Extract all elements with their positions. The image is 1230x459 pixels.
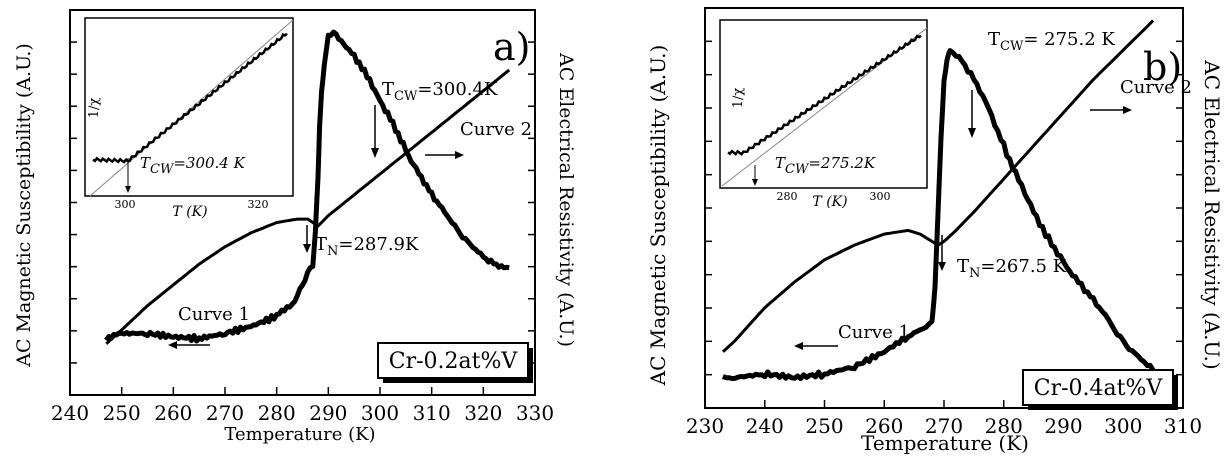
x-tick-label-a-3: 270 <box>206 401 244 425</box>
curve-2-label-a: Curve 2 <box>460 119 532 140</box>
inset-x-tick-a-0: 300 <box>115 198 136 211</box>
inset-frame-a <box>84 17 294 197</box>
inset-x-tick-b-1: 300 <box>870 190 891 203</box>
x-tick-label-a-2: 260 <box>154 401 192 425</box>
curve-2-arrowhead-a <box>455 151 464 159</box>
x-tick-label-a-0: 240 <box>51 401 89 425</box>
x-tick-label-b-1: 240 <box>746 414 784 438</box>
tn-arrowhead-b <box>938 262 946 271</box>
panel-b: 230 240 250 260 270 280 290 300 310 Temperature … <box>646 7 1224 455</box>
x-tick-label-a-7: 310 <box>413 401 451 425</box>
y-ticks-left-b <box>705 40 712 376</box>
x-ticks-b: 230 240 250 260 270 280 290 300 310 <box>686 400 1202 438</box>
x-tick-label-a-9: 330 <box>516 401 554 425</box>
y-axis-label-right-a: AC Electrical Resistivity (A.U.) <box>555 52 577 347</box>
y-ticks-left-a <box>70 41 77 364</box>
y-ticks-right-a <box>528 41 535 364</box>
tcw-arrowhead-a <box>371 148 379 158</box>
panel-label-b: b) <box>1143 45 1182 89</box>
curve-1-line-b <box>721 48 1156 382</box>
x-tick-label-b-0: 230 <box>686 414 724 438</box>
tn-arrowhead-a <box>303 244 311 253</box>
x-tick-label-b-5: 280 <box>985 414 1023 438</box>
inset-x-tick-b-0: 280 <box>777 190 798 203</box>
curve-2-line-a <box>105 68 511 345</box>
curve-1-line-a <box>104 29 510 344</box>
curve-1-arrowhead-b <box>794 342 803 350</box>
x-tick-label-a-6: 300 <box>361 401 399 425</box>
x-tick-label-a-1: 250 <box>103 401 141 425</box>
tcw-arrowhead-b <box>968 128 976 138</box>
x-tick-label-b-8: 310 <box>1164 414 1202 438</box>
panel-a: 240 250 260 270 280 290 300 310 320 330 Temperatu… <box>13 9 577 445</box>
curve-2-arrowhead-b <box>1123 106 1132 114</box>
x-tick-label-a-8: 320 <box>464 401 502 425</box>
x-axis-label-a: Temperature (K) <box>224 424 375 445</box>
x-tick-label-b-6: 290 <box>1044 414 1082 438</box>
inset-annotation-b: TCW=275.2K <box>775 154 876 177</box>
inset-a: 1/χ T (K) 300 320 TCW=300.4 K <box>84 17 294 220</box>
curve-1-label-b: Curve 1 <box>838 322 910 343</box>
curve-1-arrowhead-a <box>168 341 177 349</box>
x-ticks-a: 240 250 260 270 280 290 300 310 320 330 <box>51 387 554 425</box>
inset-curve-b <box>727 34 922 156</box>
x-tick-label-b-7: 300 <box>1104 414 1142 438</box>
x-tick-label-b-4: 270 <box>925 414 963 438</box>
x-tick-label-a-4: 280 <box>258 401 296 425</box>
y-ticks-right-b <box>1176 40 1183 376</box>
curve-2-label-b: Curve 2 <box>1120 77 1192 98</box>
tn-annotation-b: TN=267.5 K <box>957 256 1067 281</box>
inset-x-label-a: T (K) <box>172 204 207 220</box>
inset-x-label-b: T (K) <box>812 194 847 210</box>
inset-x-tick-a-1: 320 <box>248 198 269 211</box>
x-tick-label-a-5: 290 <box>309 401 347 425</box>
sample-label-a: Cr-0.2at%V <box>389 349 519 374</box>
inset-frame-b <box>719 19 928 189</box>
y-axis-label-right-b: AC Electrical Resistivity (A.U.) <box>1200 59 1224 369</box>
x-tick-label-b-3: 260 <box>865 414 903 438</box>
inset-arrowhead-b <box>752 179 758 186</box>
tn-annotation-a: TN=287.9K <box>315 234 419 259</box>
inset-annotation-a: TCW=300.4 K <box>140 154 246 177</box>
sample-box-b <box>1022 369 1174 406</box>
panel-label-a: a) <box>493 25 530 69</box>
y-axis-label-left-a: AC Magnetic Susceptibility (A.U.) <box>13 43 35 368</box>
inset-y-label-b: 1/χ <box>731 88 746 109</box>
curve-1-label-a: Curve 1 <box>178 304 250 325</box>
y-axis-label-left-b: AC Magnetic Susceptibility (A.U.) <box>646 45 670 387</box>
sample-box-a <box>377 342 529 379</box>
inset-y-label-a: 1/χ <box>87 98 102 119</box>
sample-label-b: Cr-0.4at%V <box>1034 376 1164 401</box>
inset-fit-line-a <box>89 19 294 197</box>
tcw-annotation-a: TCW=300.4K <box>382 79 498 104</box>
x-tick-label-b-2: 250 <box>805 414 843 438</box>
tcw-annotation-b: TCW= 275.2 K <box>988 29 1115 54</box>
inset-b: 1/χ T (K) 280 300 TCW=275.2K <box>719 19 928 210</box>
inset-arrowhead-a <box>125 186 131 193</box>
x-axis-label-b: Temperature (K) <box>861 431 1029 455</box>
inset-curve-a <box>92 32 288 164</box>
